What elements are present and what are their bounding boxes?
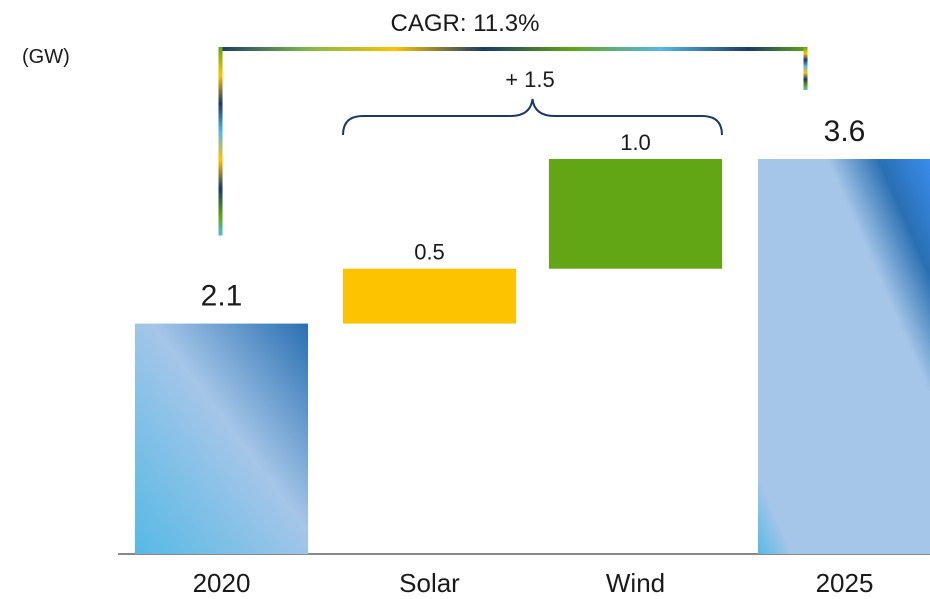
bar-wind xyxy=(549,159,722,269)
value-label-solar: 0.5 xyxy=(414,240,445,265)
cagr-bracket-top xyxy=(218,47,808,51)
cagr-annotation: CAGR: 11.3% xyxy=(390,10,540,37)
unit-label: (GW) xyxy=(22,46,70,68)
cagr-bracket-right xyxy=(803,47,808,90)
increase-brace xyxy=(342,98,723,136)
category-label-2020: 2020 xyxy=(193,568,251,598)
bar-2025 xyxy=(758,159,930,554)
value-label-2020: 2.1 xyxy=(201,280,243,313)
bar-solar xyxy=(343,268,516,324)
cagr-bracket-left xyxy=(218,47,223,236)
value-label-wind: 1.0 xyxy=(620,130,651,155)
category-label-wind: Wind xyxy=(606,568,665,598)
category-label-2025: 2025 xyxy=(816,568,874,598)
bar-2020 xyxy=(135,323,308,554)
category-label-solar: Solar xyxy=(399,568,460,598)
increase-annotation: + 1.5 xyxy=(505,67,555,92)
value-label-2025: 3.6 xyxy=(824,115,866,148)
